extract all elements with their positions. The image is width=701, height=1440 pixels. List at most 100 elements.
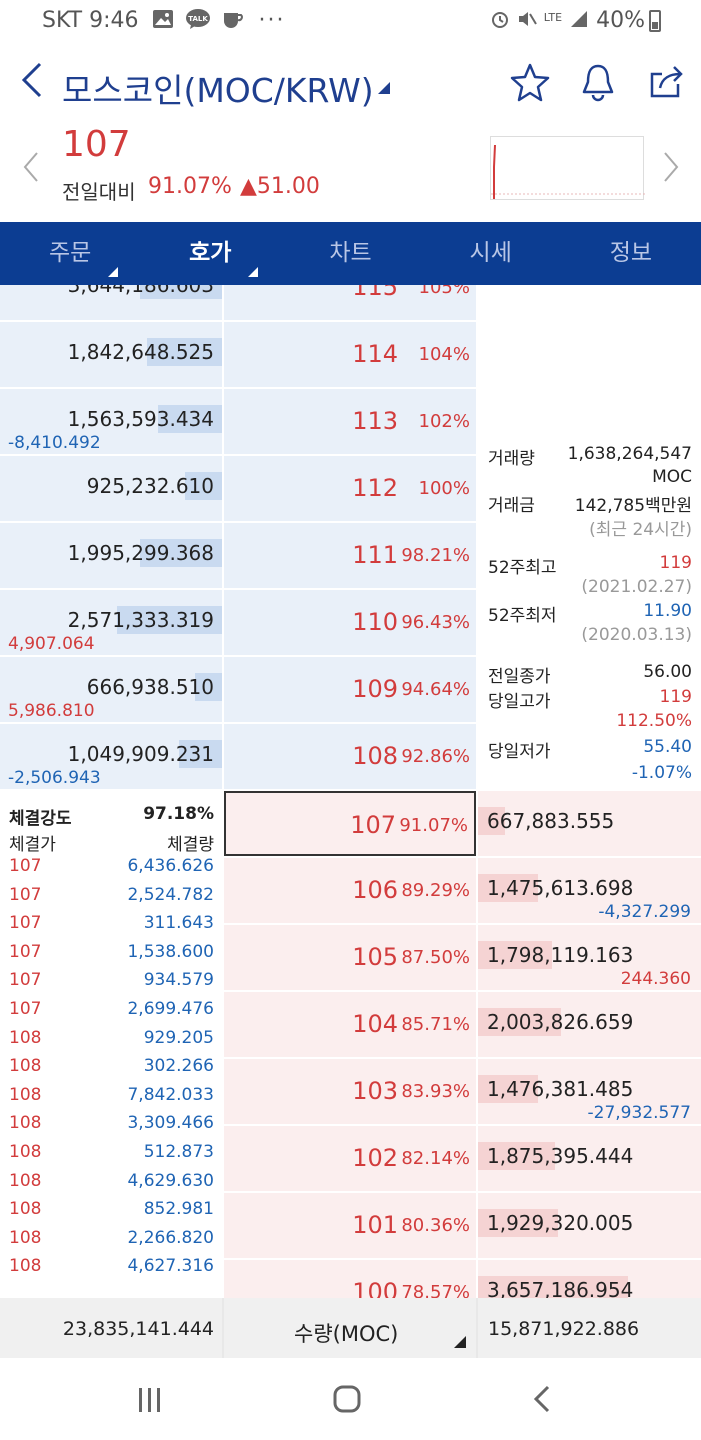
buy-order-row[interactable]: 105 87.50% 1,798,119.163 244.360 — [0, 925, 701, 992]
order-price: 107 — [350, 811, 396, 839]
recent-apps-icon[interactable] — [136, 1386, 164, 1414]
trade-qty-header: 체결량 — [167, 835, 214, 855]
price-cell[interactable]: 102 82.14% — [224, 1126, 476, 1191]
buy-order-row[interactable]: 103 83.93% 1,476,381.485 -27,932.577 — [0, 1059, 701, 1126]
price-cell[interactable]: 109 94.64% — [224, 657, 476, 722]
sell-volume-cell[interactable]: 1,842,648.525 — [0, 322, 222, 387]
buy-order-row[interactable]: 106 89.29% 1,475,613.698 -4,327.299 — [0, 858, 701, 925]
trade-qty: 512.873 — [143, 1142, 214, 1162]
high52-label: 52주최고 — [488, 558, 557, 578]
order-price: 102 — [352, 1144, 398, 1172]
price-cell[interactable]: 114 104% — [224, 322, 476, 387]
sell-order-row[interactable]: 3,644,186.603 115 105% — [0, 285, 701, 322]
sell-volume-cell[interactable]: 3,644,186.603 — [0, 285, 222, 320]
mini-chart[interactable] — [490, 136, 645, 200]
buy-volume-cell[interactable]: 1,929,320.005 — [478, 1193, 701, 1258]
next-coin-button[interactable] — [662, 150, 680, 193]
buy-volume-cell[interactable]: 1,476,381.485 -27,932.577 — [478, 1059, 701, 1124]
buy-volume-cell[interactable]: 1,475,613.698 -4,327.299 — [478, 858, 701, 923]
tab-label: 주문 — [48, 240, 92, 266]
status-left: SKT 9:46 TALK ··· — [42, 8, 286, 33]
sell-order-row[interactable]: 1,842,648.525 114 104% — [0, 322, 701, 389]
orderbook-summary: 23,835,141.444 수량(MOC) 15,871,922.886 — [0, 1298, 701, 1358]
buy-volume-cell[interactable]: 667,883.555 — [478, 791, 701, 856]
sell-volume-cell[interactable]: 925,232.610 — [0, 456, 222, 521]
sell-volume-cell[interactable]: 2,571,333.319 4,907.064 — [0, 590, 222, 655]
tab-info[interactable]: 정보 — [561, 222, 701, 285]
buy-volume-cell[interactable]: 1,875,395.444 — [478, 1126, 701, 1191]
buy-order-row[interactable]: 100 78.57% 3,657,186.954 — [0, 1260, 701, 1298]
trade-qty: 929.205 — [143, 1027, 214, 1048]
price-cell[interactable]: 106 89.29% — [224, 858, 476, 923]
sell-volume-cell[interactable]: 1,995,299.368 — [0, 523, 222, 588]
sell-order-row[interactable]: 2,571,333.319 4,907.064 110 96.43% — [0, 590, 701, 657]
home-icon[interactable] — [332, 1384, 362, 1414]
signal-icon — [571, 11, 588, 27]
back-button[interactable] — [18, 60, 44, 110]
order-price: 100 — [352, 1278, 398, 1298]
price-cell[interactable]: 111 98.21% — [224, 523, 476, 588]
buy-volume-cell[interactable]: 3,657,186.954 — [478, 1260, 701, 1298]
price-cell[interactable]: 103 83.93% — [224, 1059, 476, 1124]
tab-order[interactable]: 주문 — [0, 222, 140, 285]
sell-order-row[interactable]: 1,049,909.231 -2,506.943 108 92.86% — [0, 724, 701, 791]
prev-coin-button[interactable] — [22, 150, 40, 193]
tab-orderbook[interactable]: 호가 — [140, 222, 280, 285]
sell-order-row[interactable]: 666,938.510 5,986.810 109 94.64% — [0, 657, 701, 724]
sell-order-row[interactable]: 925,232.610 112 100% — [0, 456, 701, 523]
caret-down-icon[interactable] — [378, 82, 390, 94]
buy-order-row[interactable]: 102 82.14% 1,875,395.444 — [0, 1126, 701, 1193]
order-volume: 925,232.610 — [86, 474, 214, 498]
bell-icon[interactable] — [578, 62, 618, 102]
mute-icon — [518, 12, 537, 26]
sell-volume-cell[interactable]: 1,563,593.434 -8,410.492 — [0, 389, 222, 454]
trade-price: 108 — [9, 1142, 42, 1162]
change-percent: 91.07% — [148, 174, 232, 199]
order-price: 101 — [352, 1211, 398, 1239]
sell-order-row[interactable]: 1,563,593.434 -8,410.492 113 102% — [0, 389, 701, 456]
trade-history[interactable]: 체결강도 97.18% 체결가 체결량 107 6,436.626 107 2,524… — [0, 794, 222, 1298]
high52-value: 119 — [659, 553, 692, 573]
price-cell[interactable]: 112 100% — [224, 456, 476, 521]
price-cell[interactable]: 105 87.50% — [224, 925, 476, 990]
order-price: 106 — [352, 876, 398, 904]
price-cell[interactable]: 115 105% — [224, 285, 476, 320]
order-price: 115 — [352, 285, 398, 301]
sell-order-row[interactable]: 1,995,299.368 111 98.21% — [0, 523, 701, 590]
buy-order-row[interactable]: 107 91.07% 667,883.555 — [0, 791, 701, 858]
orderbook[interactable]: 3,644,186.603 115 105% 1,842,648.525 114 104%… — [0, 285, 701, 1298]
price-cell[interactable]: 113 102% — [224, 389, 476, 454]
buy-order-row[interactable]: 104 85.71% 2,003,826.659 — [0, 992, 701, 1059]
buy-volume-cell[interactable]: 2,003,826.659 — [478, 992, 701, 1057]
status-bar: SKT 9:46 TALK ··· LTE 40% — [0, 0, 701, 44]
price-cell[interactable]: 100 78.57% — [224, 1260, 476, 1298]
price-cell[interactable]: 110 96.43% — [224, 590, 476, 655]
volume-bar — [147, 338, 222, 366]
buy-order-row[interactable]: 101 80.36% 1,929,320.005 — [0, 1193, 701, 1260]
trade-row: 108 7,842.033 — [0, 1085, 222, 1113]
price-cell[interactable]: 101 80.36% — [224, 1193, 476, 1258]
order-price: 105 — [352, 943, 398, 971]
trade-qty: 2,524.782 — [127, 884, 214, 905]
unit-selector[interactable]: 수량(MOC) — [224, 1298, 476, 1358]
sell-volume-cell[interactable]: 666,938.510 5,986.810 — [0, 657, 222, 722]
price-cell[interactable]: 104 85.71% — [224, 992, 476, 1057]
status-right: LTE 40% — [490, 8, 645, 33]
trade-qty: 302.266 — [143, 1056, 214, 1077]
current-price-cell[interactable]: 107 91.07% — [224, 791, 476, 856]
order-volume: 1,842,648.525 — [67, 340, 214, 364]
sell-volume-cell[interactable]: 1,049,909.231 -2,506.943 — [0, 724, 222, 789]
order-price-change: 83.93% — [401, 1081, 470, 1102]
order-price-change: 85.71% — [401, 1014, 470, 1035]
trade-price: 108 — [9, 1256, 42, 1277]
star-icon[interactable] — [510, 62, 550, 102]
back-nav-icon[interactable] — [532, 1384, 552, 1414]
price-cell[interactable]: 108 92.86% — [224, 724, 476, 789]
share-icon[interactable] — [646, 62, 686, 102]
buy-total: 15,871,922.886 — [488, 1318, 640, 1340]
coin-title[interactable]: 모스코인(MOC/KRW) — [62, 71, 374, 110]
tab-chart[interactable]: 차트 — [280, 222, 420, 285]
caret-down-icon[interactable] — [454, 1336, 466, 1348]
tab-market-price[interactable]: 시세 — [421, 222, 561, 285]
buy-volume-cell[interactable]: 1,798,119.163 244.360 — [478, 925, 701, 990]
